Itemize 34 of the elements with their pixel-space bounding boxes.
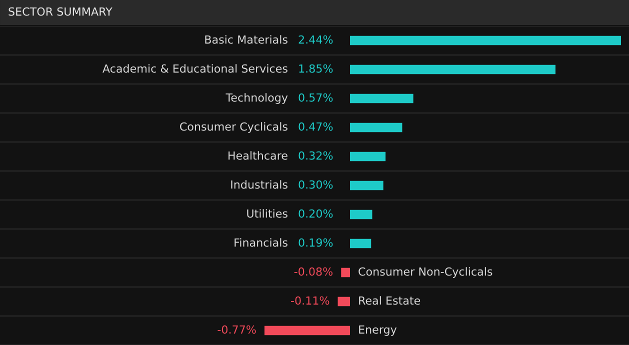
y-tick-label: Financials <box>234 238 288 247</box>
data-label: 2.44% <box>298 35 333 44</box>
data-label: 0.30% <box>298 180 333 189</box>
data-label: -0.77% <box>218 325 256 334</box>
bar <box>350 210 372 220</box>
y-tick-label: Consumer Non-Cyclicals <box>358 267 492 278</box>
bar <box>350 152 386 162</box>
bar <box>338 296 350 306</box>
bar <box>350 122 402 132</box>
y-tick-label: Consumer Cyclicals <box>180 122 288 133</box>
text: SECTOR SUMMARY <box>8 7 112 16</box>
data-label: -0.08% <box>294 267 333 276</box>
y-tick-label: Basic Materials <box>205 35 288 44</box>
bar <box>350 94 414 104</box>
data-label: 0.20% <box>298 209 333 218</box>
bar <box>341 268 350 278</box>
y-tick-label: Industrials <box>231 180 288 189</box>
data-label: 0.19% <box>298 238 333 247</box>
bar <box>264 326 350 336</box>
data-label: 1.85% <box>299 64 333 73</box>
data-label: 0.57% <box>298 93 333 102</box>
data-label: 0.32% <box>298 151 333 160</box>
bar <box>350 64 556 74</box>
y-tick-label: Utilities <box>247 209 288 218</box>
y-tick-label: Academic & Educational Services <box>102 64 288 73</box>
bar <box>350 180 384 190</box>
y-tick-label: Energy <box>359 325 397 336</box>
y-tick-label: Real Estate <box>359 296 420 305</box>
data-label: -0.11% <box>291 296 330 305</box>
bar <box>350 238 372 248</box>
data-label: 0.47% <box>298 122 333 131</box>
y-tick-label: Technology <box>226 93 288 104</box>
bar <box>350 36 621 46</box>
y-tick-label: Healthcare <box>228 151 288 160</box>
